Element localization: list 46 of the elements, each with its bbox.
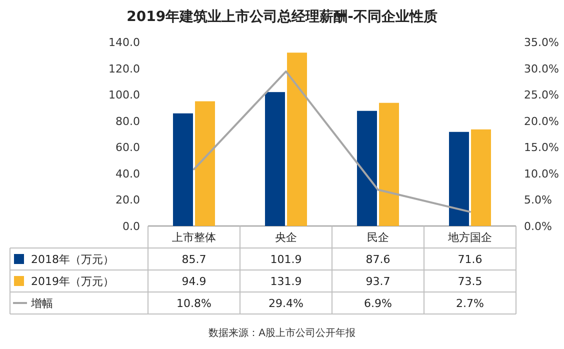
bar <box>265 92 285 226</box>
data-label: 131.9 <box>270 275 302 288</box>
y2-tick-label: 15.0% <box>524 141 559 154</box>
y2-tick-label: 0.0% <box>524 220 552 233</box>
data-label: 29.4% <box>268 297 304 310</box>
x-tick-label: 上市整体 <box>172 231 216 244</box>
chart-title: 2019年建筑业上市公司总经理薪酬-不同企业性质 <box>126 8 438 25</box>
x-tick-label: 地方国企 <box>447 231 492 244</box>
y2-tick-label: 35.0% <box>524 36 559 49</box>
y-tick-label: 100.0 <box>108 88 140 102</box>
x-tick-label: 央企 <box>275 231 297 244</box>
legend-label: 增幅 <box>30 297 53 310</box>
bar <box>195 101 215 226</box>
y-tick-label: 60.0 <box>116 141 140 154</box>
bar <box>471 129 491 226</box>
data-label: 87.6 <box>366 253 390 266</box>
data-label: 101.9 <box>270 253 302 266</box>
y-tick-label: 40.0 <box>116 167 140 180</box>
data-label: 73.5 <box>458 275 482 288</box>
data-label: 10.8% <box>176 297 212 310</box>
bar <box>287 52 307 226</box>
y-tick-label: 80.0 <box>116 114 140 128</box>
bar <box>357 110 377 226</box>
y2-tick-label: 5.0% <box>524 194 552 207</box>
y-tick-label: 140.0 <box>108 36 140 49</box>
bar <box>173 113 193 226</box>
data-label: 2.7% <box>456 297 484 310</box>
y-tick-label: 120.0 <box>108 62 140 76</box>
y2-tick-label: 20.0% <box>524 114 559 128</box>
data-label: 85.7 <box>182 253 206 266</box>
y-tick-label: 20.0 <box>116 194 140 207</box>
y2-tick-label: 25.0% <box>524 88 559 102</box>
y2-tick-label: 10.0% <box>524 167 559 180</box>
data-label: 71.6 <box>458 253 482 266</box>
bar <box>379 102 399 226</box>
line-series <box>193 70 471 213</box>
data-label: 6.9% <box>364 297 392 310</box>
y2-tick-label: 30.0% <box>524 62 559 76</box>
y-tick-label: 0.0 <box>122 220 140 233</box>
source-note: 数据来源：A股上市公司公开年报 <box>208 327 356 339</box>
bar <box>449 132 469 226</box>
data-label: 93.7 <box>366 275 390 288</box>
legend-label: 2018年（万元） <box>31 253 114 266</box>
legend-label: 2019年（万元） <box>31 275 114 288</box>
x-tick-label: 民企 <box>367 231 389 244</box>
data-label: 94.9 <box>182 275 206 288</box>
